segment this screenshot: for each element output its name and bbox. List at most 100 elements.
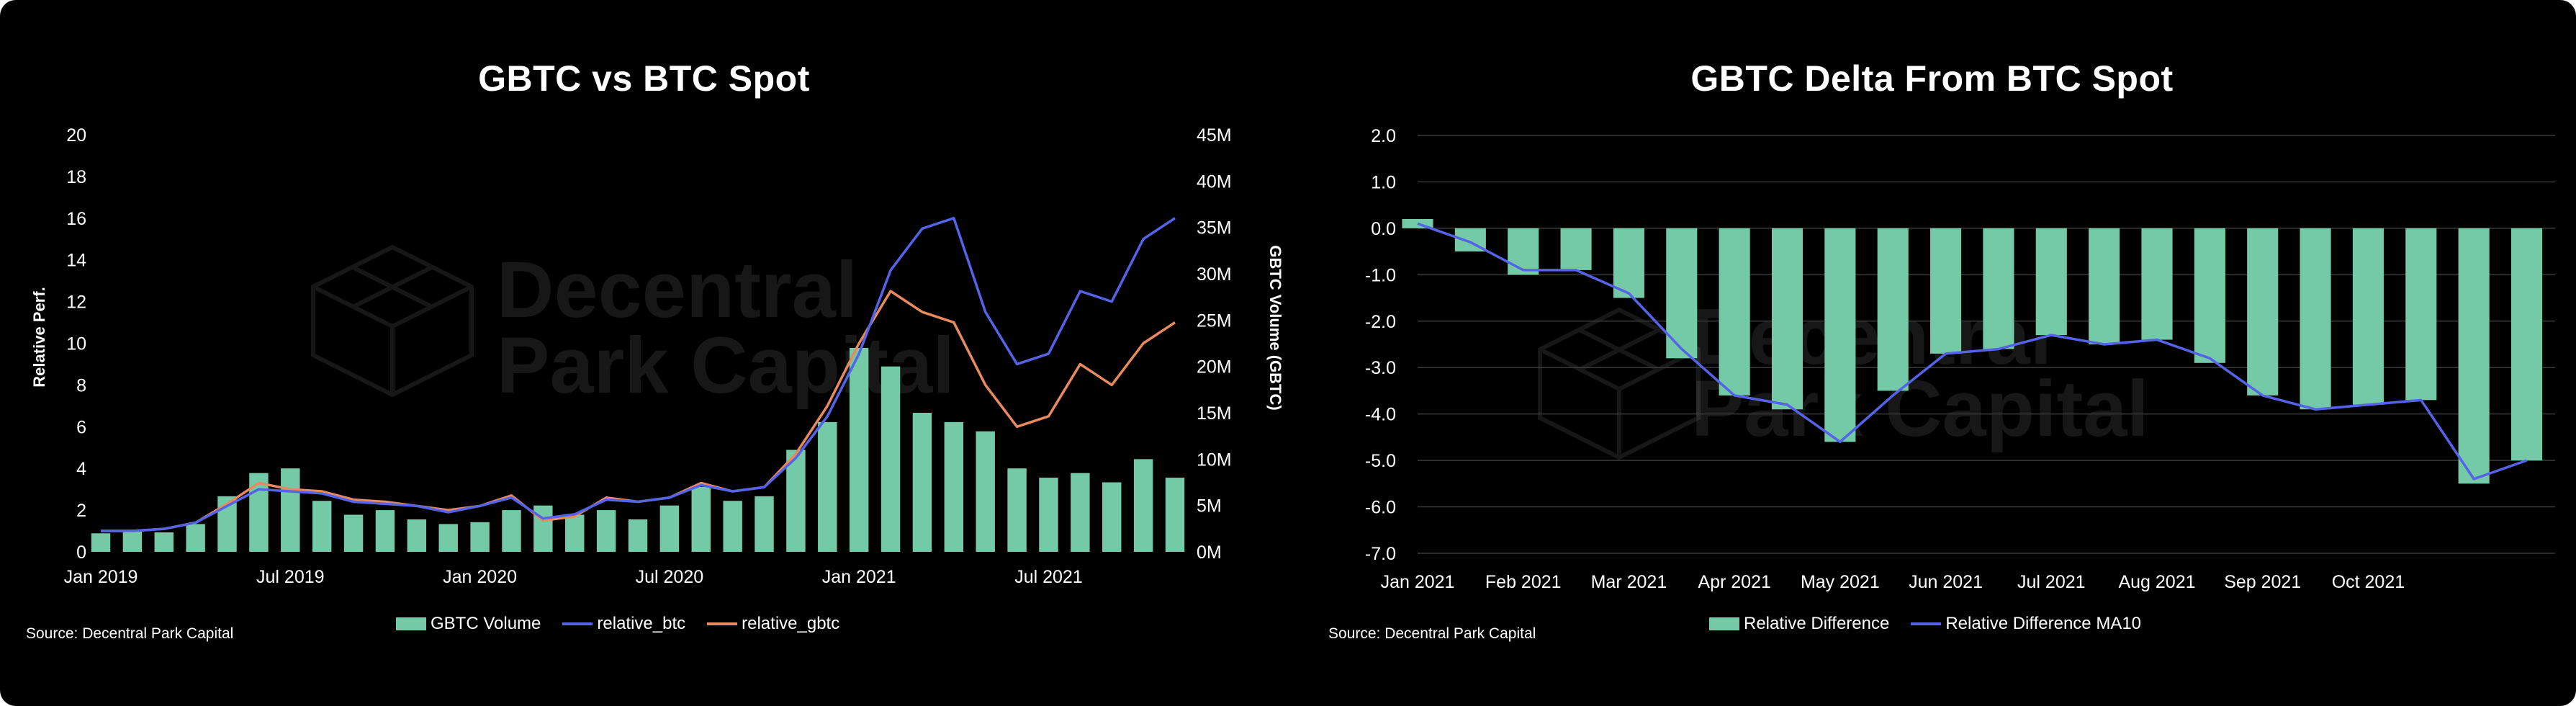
x-tick-label: Oct 2021 — [2332, 572, 2405, 592]
y-tick-label: 1.0 — [1371, 172, 1396, 192]
y2-tick-label: 25M — [1197, 310, 1232, 331]
watermark-line-1: Decentral — [497, 246, 857, 334]
y-tick-label: 10 — [66, 334, 86, 354]
volume-bar — [912, 413, 932, 552]
difference-bar — [1560, 228, 1592, 270]
y2-tick-label: 5M — [1197, 496, 1222, 517]
x-tick-label: Jul 2021 — [1014, 567, 1083, 587]
watermark-line-2: Park Capital — [1691, 365, 2149, 453]
y-tick-label: -2.0 — [1365, 312, 1396, 332]
difference-bar — [2352, 228, 2384, 405]
legend-swatch-diff — [1709, 617, 1739, 630]
legend: Relative Difference Relative Difference … — [1709, 614, 2141, 634]
difference-bar — [2405, 228, 2437, 401]
difference-bar — [2089, 228, 2120, 344]
difference-bar — [2247, 228, 2279, 396]
y2-tick-label: 40M — [1197, 171, 1232, 192]
x-tick-label: May 2021 — [1801, 572, 1880, 592]
volume-bar — [944, 421, 964, 552]
x-tick-label: Apr 2021 — [1698, 572, 1770, 592]
gbtc-vs-btc-chart: Decentral Park Capital 0 2 4 6 8 10 12 14 16 18 20… — [30, 125, 1284, 587]
watermark: Decentral Park Capital — [311, 244, 955, 410]
volume-bar — [1007, 468, 1027, 552]
volume-bar — [186, 524, 205, 552]
volume-bar — [849, 347, 869, 552]
source-note: Source: Decentral Park Capital — [1328, 625, 1536, 642]
chart-title: GBTC Delta From BTC Spot — [1690, 58, 2174, 99]
volume-bar — [438, 524, 458, 552]
difference-bar — [1508, 228, 1539, 275]
volume-bar — [881, 366, 901, 552]
y-tick-label: 20 — [66, 125, 86, 146]
volume-bar — [470, 522, 490, 552]
difference-bar — [1824, 228, 1856, 442]
y-tick-label: -6.0 — [1365, 498, 1396, 518]
y-axis-right: 0M 5M 10M 15M 20M 25M 30M 35M 40M 45M — [1197, 125, 1232, 563]
volume-bar — [91, 533, 111, 552]
legend-label: Relative Difference — [1744, 614, 1890, 633]
y-tick-label: 14 — [66, 251, 86, 271]
volume-bar — [755, 496, 774, 552]
x-tick-label: Mar 2021 — [1591, 572, 1667, 592]
difference-bar — [2141, 228, 2173, 340]
y-axis: 2.0 1.0 0.0 -1.0 -2.0 -3.0 -4.0 -5.0 -6.0 -7.0 — [1365, 126, 1396, 564]
difference-bar — [1719, 228, 1750, 396]
watermark-line-2: Park Capital — [497, 321, 955, 410]
volume-bar — [659, 505, 680, 552]
y-tick-label: 16 — [66, 209, 86, 229]
volume-bar — [343, 514, 364, 552]
difference-bar — [2510, 228, 2543, 461]
x-tick-label: Jul 2019 — [256, 567, 325, 587]
x-tick-label: Jan 2020 — [443, 567, 517, 587]
relative-difference-ma10-line — [1417, 222, 2528, 481]
y-tick-label: -3.0 — [1365, 358, 1396, 378]
legend-swatch-ma10 — [1911, 622, 1942, 625]
y-tick-label: 18 — [66, 167, 86, 187]
y-tick-label: -5.0 — [1365, 451, 1396, 471]
legend-relative-btc: relative_btc — [562, 614, 685, 634]
source-note: Source: Decentral Park Capital — [26, 625, 234, 642]
volume-bar — [1165, 478, 1185, 552]
y-tick-label: 2.0 — [1371, 126, 1396, 146]
legend-label: GBTC Volume — [431, 614, 541, 633]
difference-bar — [1771, 228, 1803, 410]
relative-btc-line — [101, 217, 1176, 532]
difference-bar — [1613, 228, 1644, 298]
legend-gbtc-volume: GBTC Volume — [396, 614, 541, 634]
watermark-logo-icon — [311, 244, 474, 398]
difference-bar — [1930, 228, 1962, 354]
legend-label: relative_btc — [597, 614, 686, 633]
y-tick-label: -7.0 — [1365, 544, 1396, 564]
volume-bar — [122, 531, 143, 552]
y-axis-label: Relative Perf. — [30, 287, 48, 387]
x-tick-label: Jan 2021 — [1381, 572, 1455, 592]
volume-bar — [281, 468, 300, 552]
volume-bar — [1039, 478, 1058, 552]
relative-lines — [101, 217, 1176, 532]
difference-bar — [2300, 228, 2331, 410]
y2-tick-label: 15M — [1197, 403, 1232, 424]
relative-difference-bars — [1402, 219, 2543, 484]
ma10-line — [1417, 222, 2528, 481]
volume-bar — [723, 501, 742, 552]
volume-bar — [818, 421, 837, 552]
y2-tick-label: 10M — [1197, 450, 1232, 470]
volume-bar — [533, 505, 553, 552]
x-tick-label: Jul 2020 — [636, 567, 704, 587]
y-tick-label: 12 — [66, 292, 86, 313]
y-tick-label: -1.0 — [1365, 265, 1396, 285]
volume-bar — [976, 431, 995, 552]
x-tick-label: Aug 2021 — [2118, 572, 2195, 592]
volume-bar — [502, 510, 521, 552]
legend-swatch-btc — [562, 622, 593, 625]
volume-bar — [407, 519, 427, 552]
volume-bar — [786, 450, 806, 552]
x-axis: Jan 2019 Jul 2019 Jan 2020 Jul 2020 Jan 2021… — [64, 567, 1083, 587]
y-tick-label: 2 — [76, 501, 86, 521]
difference-bar — [1877, 228, 1909, 391]
watermark-logo-icon — [1538, 307, 1701, 460]
y2-tick-label: 30M — [1197, 264, 1232, 285]
gbtc-delta-chart: Decentral Park Capital 2.01.00.0-1.0-2.0… — [1365, 126, 2555, 592]
legend-relative-gbtc: relative_gbtc — [707, 614, 839, 634]
